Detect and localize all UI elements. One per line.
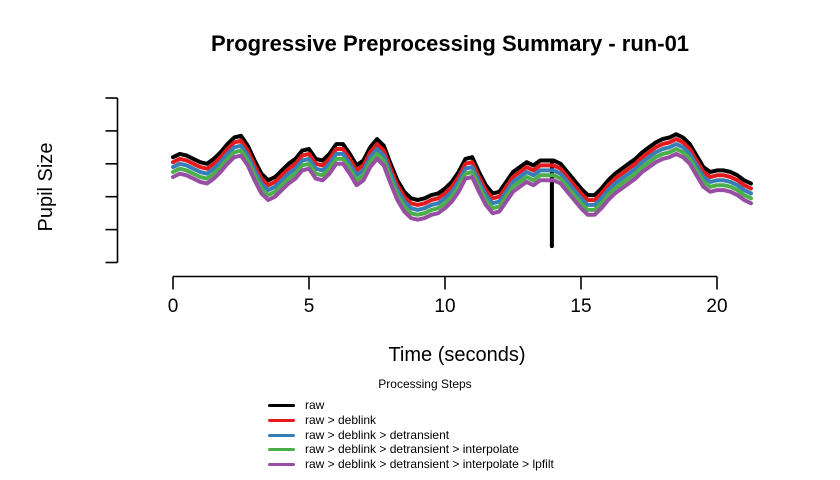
legend-line-swatch-deblink bbox=[268, 418, 295, 422]
legend-item-label: raw > deblink > detransient > interpolat… bbox=[305, 457, 554, 471]
legend-item-label: raw > deblink bbox=[305, 413, 377, 427]
x-tick-label: 20 bbox=[706, 296, 728, 317]
legend-item: raw > deblink > detransient > interpolat… bbox=[268, 442, 519, 456]
series-line-interpolate bbox=[171, 147, 753, 217]
legend-item-label: raw bbox=[305, 398, 325, 412]
series-line-detransient bbox=[171, 142, 753, 212]
legend-item: raw > deblink > detransient > interpolat… bbox=[268, 457, 554, 471]
legend-line-swatch-detransient bbox=[268, 433, 295, 437]
legend-item: raw bbox=[268, 398, 324, 412]
legend-item: raw > deblink bbox=[268, 413, 376, 427]
series-line-deblink bbox=[171, 137, 753, 207]
legend-title: Processing Steps bbox=[378, 377, 472, 391]
x-tick-label: 0 bbox=[167, 296, 179, 317]
x-tick-label: 5 bbox=[303, 296, 315, 317]
x-tick-label: 15 bbox=[570, 296, 592, 317]
legend-item: raw > deblink > detransient bbox=[268, 428, 449, 442]
y-axis-label: Pupil Size bbox=[35, 142, 57, 232]
legend-item-label: raw > deblink > detransient > interpolat… bbox=[305, 442, 519, 456]
series-line-raw bbox=[171, 132, 753, 249]
legend-item-label: raw > deblink > detransient bbox=[305, 428, 450, 442]
x-axis-label: Time (seconds) bbox=[388, 344, 526, 366]
legend-line-swatch-interpolate bbox=[268, 447, 295, 451]
legend-line-swatch-raw bbox=[268, 403, 295, 407]
chart-title: Progressive Preprocessing Summary - run-… bbox=[210, 31, 690, 56]
series-line-lpfilt bbox=[171, 151, 753, 222]
x-tick-label: 10 bbox=[434, 296, 456, 317]
legend-line-swatch-lpfilt bbox=[268, 462, 295, 466]
